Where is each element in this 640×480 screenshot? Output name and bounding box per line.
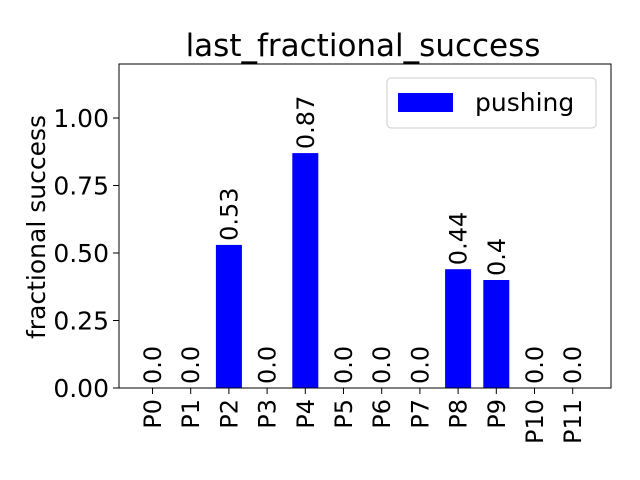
y-tick-label: 0.75	[53, 172, 109, 201]
chart-title: last_fractional_success	[186, 28, 541, 64]
x-tick-label: P3	[254, 399, 282, 429]
bar-value-label: 0.0	[330, 346, 358, 384]
bar-value-label: 0.0	[406, 346, 434, 384]
bar-value-label: 0.44	[445, 212, 473, 265]
legend-swatch	[398, 93, 453, 112]
x-axis-ticks: P0 P1 P2 P3 P4 P5 P6 P7 P8 P9 P10 P11	[139, 388, 587, 444]
x-tick-label: P1	[177, 399, 205, 429]
x-tick-label: P11	[559, 399, 587, 444]
x-tick-label: P5	[330, 399, 358, 429]
bar-P8	[445, 269, 472, 388]
legend: pushing	[386, 77, 597, 129]
bar-value-label: 0.4	[483, 238, 511, 276]
bar-value-label: 0.0	[368, 346, 396, 384]
bar-value-label: 0.87	[292, 96, 320, 149]
x-tick-label: P7	[406, 399, 434, 429]
x-tick-label: P8	[445, 399, 473, 429]
x-tick-label: P10	[521, 399, 549, 444]
legend-label: pushing	[475, 88, 574, 117]
x-tick-label: P2	[215, 399, 243, 429]
y-tick-label: 0.25	[53, 307, 109, 336]
x-tick-label: P6	[368, 399, 396, 429]
y-tick-label: 0.00	[53, 374, 109, 403]
bars-group	[215, 153, 510, 388]
y-tick-label: 0.50	[53, 239, 109, 268]
bar-value-label: 0.0	[521, 346, 549, 384]
bar-value-label: 0.53	[215, 187, 243, 240]
x-tick-label: P4	[292, 399, 320, 429]
y-axis-ticks: 0.00 0.25 0.50 0.75 1.00	[53, 104, 119, 403]
bar-value-label: 0.0	[254, 346, 282, 384]
y-axis-label: fractional success	[22, 115, 51, 339]
x-tick-label: P9	[483, 399, 511, 429]
bar-P9	[483, 280, 510, 388]
y-tick-label: 1.00	[53, 104, 109, 133]
bar-P4	[292, 153, 319, 388]
bar-value-label: 0.0	[177, 346, 205, 384]
bar-value-label: 0.0	[559, 346, 587, 384]
bar-P2	[215, 244, 242, 388]
legend-box	[386, 77, 597, 129]
x-tick-label: P0	[139, 399, 167, 429]
bar-value-label: 0.0	[139, 346, 167, 384]
plot-frame	[118, 63, 612, 389]
bar-labels-group: 0.0 0.0 0.53 0.0 0.87 0.0 0.0 0.0 0.44 0.4 0.0 0.0	[139, 96, 587, 384]
